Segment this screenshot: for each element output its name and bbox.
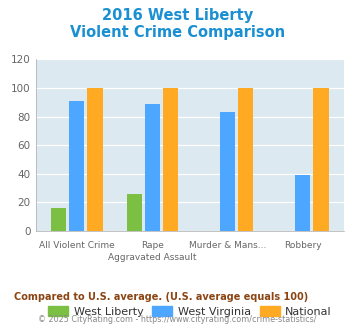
Text: Violent Crime Comparison: Violent Crime Comparison <box>70 25 285 40</box>
Bar <box>313 88 328 231</box>
Bar <box>69 101 84 231</box>
Bar <box>51 208 66 231</box>
Text: 2016 West Liberty: 2016 West Liberty <box>102 8 253 23</box>
Text: © 2025 CityRating.com - https://www.cityrating.com/crime-statistics/: © 2025 CityRating.com - https://www.city… <box>38 315 317 324</box>
Bar <box>295 175 311 231</box>
Bar <box>87 88 103 231</box>
Bar <box>127 194 142 231</box>
Text: Compared to U.S. average. (U.S. average equals 100): Compared to U.S. average. (U.S. average … <box>14 292 308 302</box>
Bar <box>238 88 253 231</box>
Bar <box>220 112 235 231</box>
Bar <box>145 104 160 231</box>
Legend: West Liberty, West Virginia, National: West Liberty, West Virginia, National <box>44 302 336 321</box>
Bar <box>163 88 178 231</box>
